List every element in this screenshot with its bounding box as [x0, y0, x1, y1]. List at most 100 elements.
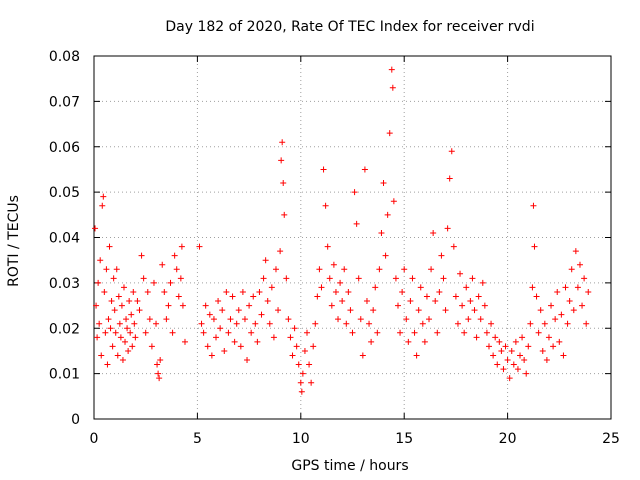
data-point [552, 316, 559, 323]
data-point [537, 307, 544, 314]
data-point [564, 320, 571, 327]
data-point [415, 307, 422, 314]
y-tick-label: 0.03 [49, 276, 80, 292]
data-point [304, 329, 311, 336]
data-point [548, 302, 555, 309]
data-point [508, 347, 515, 354]
data-point [262, 257, 269, 264]
data-point [581, 275, 588, 282]
data-point [272, 266, 279, 273]
data-point [407, 298, 414, 305]
data-point [225, 329, 232, 336]
data-point [96, 320, 103, 327]
data-point [254, 338, 261, 345]
data-point [179, 302, 186, 309]
data-point [109, 343, 116, 350]
data-point [153, 320, 160, 327]
data-point [134, 298, 141, 305]
data-point [570, 307, 577, 314]
data-point [386, 130, 393, 137]
data-point [498, 347, 505, 354]
data-point [452, 293, 459, 300]
data-point [514, 366, 521, 373]
data-point [264, 298, 271, 305]
data-point [405, 338, 412, 345]
data-point [378, 229, 385, 236]
y-tick-label: 0.02 [49, 321, 80, 337]
data-point [332, 288, 339, 295]
data-point [95, 279, 102, 286]
data-point [142, 329, 149, 336]
data-point [112, 329, 119, 336]
data-point [171, 252, 178, 259]
data-point [450, 243, 457, 250]
data-point [229, 293, 236, 300]
data-point [106, 243, 113, 250]
data-point [363, 298, 370, 305]
data-point [566, 298, 573, 305]
data-point [500, 366, 507, 373]
data-point [110, 275, 117, 282]
data-point [539, 347, 546, 354]
data-point [519, 334, 526, 341]
data-point [289, 352, 296, 359]
data-point [574, 284, 581, 291]
chart-title: Day 182 of 2020, Rate Of TEC Index for r… [165, 19, 534, 35]
data-point [496, 338, 503, 345]
y-tick-label: 0.01 [49, 367, 80, 383]
data-point [461, 329, 468, 336]
data-point [533, 293, 540, 300]
data-point [409, 275, 416, 282]
data-point [345, 288, 352, 295]
data-point [343, 320, 350, 327]
data-point [281, 211, 288, 218]
data-point [105, 316, 112, 323]
data-point [128, 311, 135, 318]
data-point [448, 148, 455, 155]
data-point [146, 316, 153, 323]
data-point [298, 388, 305, 395]
data-point [530, 202, 537, 209]
data-point [361, 166, 368, 173]
y-tick-labels: 0 0.01 0.02 0.03 0.04 0.05 0.06 0.07 0.08 [49, 49, 80, 428]
data-point [107, 325, 114, 332]
data-point [351, 189, 358, 196]
x-tick-label: 0 [90, 431, 99, 447]
data-point [127, 329, 134, 336]
data-point [554, 288, 561, 295]
data-point [239, 288, 246, 295]
data-point [585, 288, 592, 295]
data-point [372, 284, 379, 291]
data-point [114, 352, 121, 359]
data-point [576, 261, 583, 268]
axis-ticks [93, 55, 612, 420]
data-point [213, 334, 220, 341]
data-point [161, 288, 168, 295]
y-tick-label: 0 [71, 412, 80, 428]
data-point [177, 275, 184, 282]
data-point [390, 198, 397, 205]
data-point [132, 334, 139, 341]
data-point [100, 193, 107, 200]
data-point [278, 157, 285, 164]
data-point [483, 329, 490, 336]
data-point [306, 361, 313, 368]
data-point [545, 334, 552, 341]
y-tick-label: 0.07 [49, 94, 80, 110]
data-point [419, 320, 426, 327]
data-point [122, 338, 129, 345]
data-point [144, 288, 151, 295]
data-point [330, 261, 337, 268]
data-point [457, 270, 464, 277]
data-point [200, 329, 207, 336]
data-point [138, 252, 145, 259]
data-point [113, 266, 120, 273]
data-point [120, 284, 127, 291]
data-point [178, 243, 185, 250]
data-point [231, 338, 238, 345]
data-point [347, 307, 354, 314]
data-point [252, 320, 259, 327]
data-point [268, 284, 275, 291]
data-point [167, 279, 174, 286]
data-point [130, 288, 137, 295]
